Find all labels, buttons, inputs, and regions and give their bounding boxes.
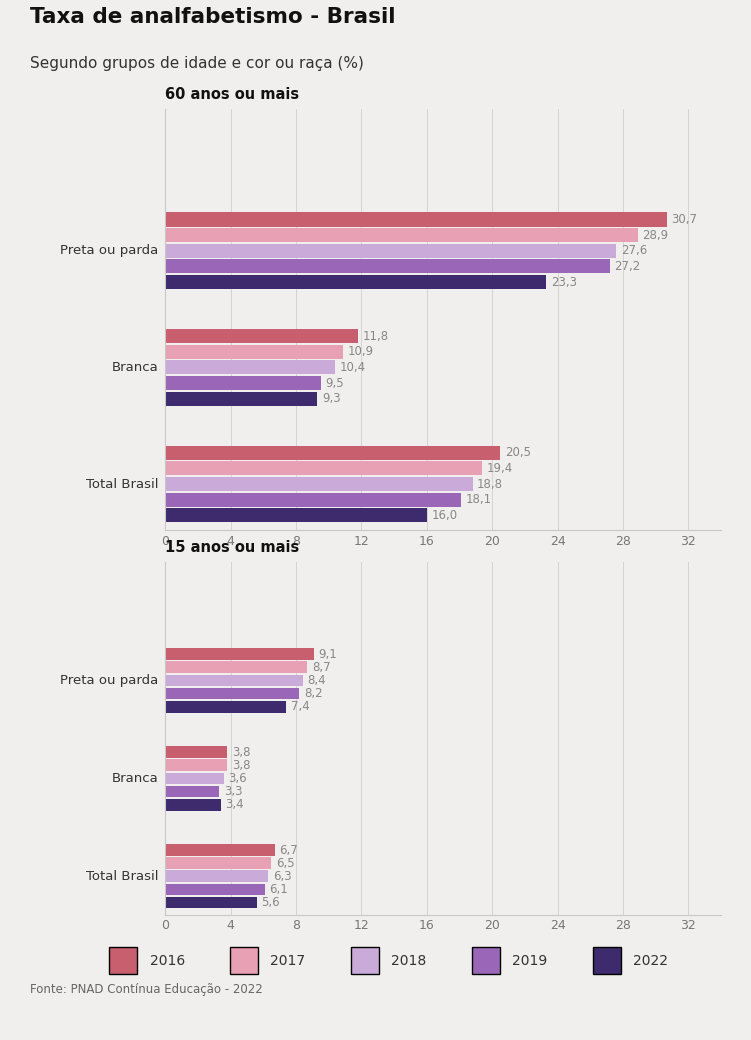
FancyBboxPatch shape xyxy=(472,947,500,973)
Text: Preta ou parda: Preta ou parda xyxy=(60,674,158,687)
Text: 8,2: 8,2 xyxy=(304,687,322,700)
FancyBboxPatch shape xyxy=(231,947,258,973)
Text: 5,6: 5,6 xyxy=(261,896,280,909)
Bar xyxy=(165,345,343,359)
FancyBboxPatch shape xyxy=(593,947,621,973)
Text: 15 anos ou mais: 15 anos ou mais xyxy=(164,540,299,555)
Text: 10,9: 10,9 xyxy=(348,345,374,359)
Bar xyxy=(165,275,546,289)
Bar xyxy=(165,785,219,798)
Bar xyxy=(165,462,482,475)
Text: Fonte: PNAD Contínua Educação - 2022: Fonte: PNAD Contínua Educação - 2022 xyxy=(30,983,263,996)
Bar xyxy=(165,509,427,522)
Text: 3,4: 3,4 xyxy=(225,798,244,811)
Text: 9,1: 9,1 xyxy=(318,648,337,660)
Bar xyxy=(165,747,228,758)
Text: 28,9: 28,9 xyxy=(642,229,668,241)
Text: 9,3: 9,3 xyxy=(322,392,340,406)
Text: 19,4: 19,4 xyxy=(487,462,513,475)
Text: Total Brasil: Total Brasil xyxy=(86,477,158,491)
Text: 18,1: 18,1 xyxy=(466,493,492,506)
Bar xyxy=(165,870,268,882)
Bar xyxy=(165,361,335,374)
Bar xyxy=(165,648,314,660)
Text: 6,7: 6,7 xyxy=(279,843,298,857)
Text: Total Brasil: Total Brasil xyxy=(86,869,158,883)
Text: 16,0: 16,0 xyxy=(431,509,457,522)
Bar xyxy=(165,687,299,700)
Bar xyxy=(165,228,638,242)
Bar xyxy=(165,477,472,491)
Text: Taxa de analfabetismo - Brasil: Taxa de analfabetismo - Brasil xyxy=(30,7,396,27)
Text: 3,8: 3,8 xyxy=(232,746,250,758)
Text: 6,1: 6,1 xyxy=(270,883,288,895)
Text: Branca: Branca xyxy=(112,772,158,785)
Bar xyxy=(165,759,228,771)
Text: 8,4: 8,4 xyxy=(307,674,326,687)
Text: 9,5: 9,5 xyxy=(325,376,344,390)
Text: 3,8: 3,8 xyxy=(232,759,250,772)
Text: 2016: 2016 xyxy=(149,954,185,967)
Bar xyxy=(165,259,610,274)
Text: 7,4: 7,4 xyxy=(291,700,309,713)
Bar xyxy=(165,896,257,909)
Bar xyxy=(165,392,317,406)
FancyBboxPatch shape xyxy=(110,947,137,973)
Text: 18,8: 18,8 xyxy=(477,477,503,491)
Text: 2019: 2019 xyxy=(512,954,547,967)
Bar xyxy=(165,675,303,686)
Text: 27,2: 27,2 xyxy=(614,260,641,272)
Bar xyxy=(165,799,221,810)
Text: 3,3: 3,3 xyxy=(224,785,243,798)
Bar xyxy=(165,243,617,258)
Text: 6,5: 6,5 xyxy=(276,857,294,869)
Bar xyxy=(165,884,265,895)
Text: 6,3: 6,3 xyxy=(273,869,291,883)
Text: Branca: Branca xyxy=(112,361,158,374)
Text: 11,8: 11,8 xyxy=(363,330,389,342)
Text: 60 anos ou mais: 60 anos ou mais xyxy=(164,86,299,102)
Bar xyxy=(165,446,500,460)
Text: Segundo grupos de idade e cor ou raça (%): Segundo grupos de idade e cor ou raça (%… xyxy=(30,55,364,71)
Text: 8,7: 8,7 xyxy=(312,660,330,674)
Text: 2022: 2022 xyxy=(633,954,668,967)
Text: 2018: 2018 xyxy=(391,954,427,967)
Text: 20,5: 20,5 xyxy=(505,446,531,460)
Text: 2017: 2017 xyxy=(270,954,306,967)
Bar xyxy=(165,773,224,784)
Bar xyxy=(165,661,307,673)
Bar xyxy=(165,844,275,856)
Bar xyxy=(165,857,271,869)
Text: Preta ou parda: Preta ou parda xyxy=(60,244,158,257)
Text: 23,3: 23,3 xyxy=(550,276,577,288)
Text: 3,6: 3,6 xyxy=(228,772,247,785)
Text: 10,4: 10,4 xyxy=(339,361,366,374)
Bar xyxy=(165,212,667,227)
Text: 30,7: 30,7 xyxy=(671,213,698,226)
Bar xyxy=(165,701,286,712)
Bar xyxy=(165,376,321,390)
Text: 27,6: 27,6 xyxy=(621,244,647,257)
Bar xyxy=(165,329,358,343)
Bar xyxy=(165,493,461,506)
FancyBboxPatch shape xyxy=(351,947,379,973)
